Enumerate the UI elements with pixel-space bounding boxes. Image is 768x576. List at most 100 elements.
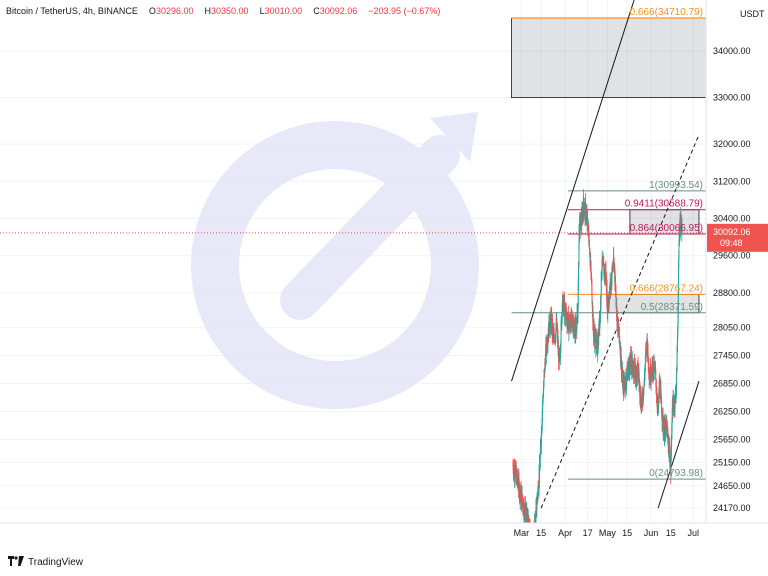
candle-body [648,358,650,371]
candle-body [577,308,579,317]
candle-body [555,328,557,338]
candle-body [547,334,549,337]
y-tick-label: 25150.00 [713,458,751,468]
candle-body [681,225,683,232]
candle-body [643,378,645,386]
x-tick-label: 15 [536,528,546,538]
upper-gray-zone [511,17,706,99]
candle-body [677,326,679,333]
candle-body [542,389,544,398]
last-price-badge [707,223,768,252]
fib-level-label: 0.666(28767.24) [630,283,703,294]
candle-body [624,376,626,390]
candle-body [536,504,538,510]
candle-body [675,380,677,392]
candle-body [608,292,610,302]
candle-body [588,231,590,241]
candle-body [562,303,564,313]
candle-body [618,327,620,338]
candle-body [656,394,658,402]
candle-body [541,427,543,434]
candle-body [516,469,518,476]
open-value: 30296.00 [155,6,194,16]
candle-body [616,307,618,325]
y-tick-label: 34000.00 [713,46,751,56]
tradingview-watermark-icon [191,112,479,409]
candle-body [633,372,635,378]
candle-body [677,291,679,314]
candle-body [639,381,641,397]
candle-body [678,268,680,292]
x-tick-label: Jun [644,528,659,538]
candle-body [670,460,672,475]
fib-level-label: 0.9411(30588.79) [625,199,703,210]
candle-body [658,399,660,408]
change-value: −203.95 (−0.67%) [368,6,441,16]
candle-body [615,280,617,293]
candle-body [666,425,668,428]
candle-body [514,469,516,478]
candle-body [521,494,523,502]
currency-label: USDT [740,9,765,19]
tradingview-brand: TradingView [28,557,84,568]
y-tick-label: 24650.00 [713,481,751,491]
candle-body [578,242,580,265]
candle-body [527,515,529,523]
candle-body [528,520,530,523]
x-tick-label: Jul [688,528,700,538]
close-value: 30092.06 [319,6,358,16]
candle-body [626,372,628,381]
candle-body [517,472,519,483]
candle-body [651,360,653,365]
channel-upper-solid [511,0,635,382]
candle-body [669,446,671,467]
y-tick-label: 30400.00 [713,213,751,223]
symbol-title[interactable]: Bitcoin / TetherUS, 4h, BINANCE [6,6,138,16]
candle-body [620,345,622,363]
y-tick-label: 32000.00 [713,139,751,149]
candle-body [564,301,566,307]
candle-body [632,359,634,373]
candle-body [583,211,585,214]
candle-body [585,211,587,218]
channel-lower-solid [657,381,700,509]
y-tick-label: 29600.00 [713,251,751,261]
candle-body [647,343,649,356]
candle-body [543,385,545,390]
candle-body [544,361,546,374]
candle-body [549,317,551,331]
candle-body [599,314,601,326]
candle-body [602,261,604,265]
tradingview-logo-icon [8,556,24,569]
candle-body [643,388,645,396]
watermark-arrow-shaft [280,135,460,320]
x-tick-label: Mar [514,528,530,538]
candle-body [628,361,630,367]
candle-body [595,336,597,350]
y-tick-label: 28800.00 [713,288,751,298]
fib-level-label: 0(24793.98) [649,468,703,479]
candle-body [615,291,617,305]
candle-body [583,197,585,206]
y-tick-label: 24170.00 [713,503,751,513]
fib-level-label: 0.864(30066.95) [630,223,703,234]
candle-body [558,348,560,356]
candle-body [655,369,657,379]
candle-body [561,304,563,317]
candle-body [535,507,537,522]
last-price-value: 30092.06 [713,227,751,237]
x-tick-label: 17 [583,528,593,538]
candle-body [540,430,542,445]
candle-body [539,456,541,468]
y-tick-label: 33000.00 [713,93,751,103]
candle-body [674,394,676,404]
candle-body [605,276,607,292]
fib-level-label: 0.666(34710.79) [630,7,703,18]
candle-body [573,323,575,330]
low-value: 30010.00 [264,6,303,16]
last-price-countdown: 09:48 [720,238,743,248]
tradingview-logo[interactable]: TradingView [8,556,83,569]
